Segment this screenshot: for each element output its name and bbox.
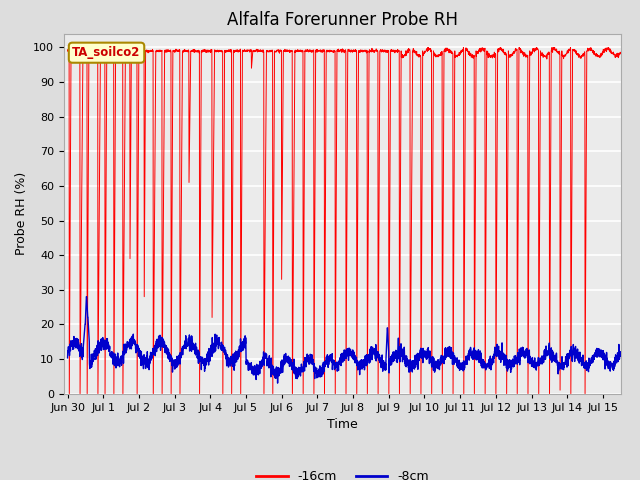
Y-axis label: Probe RH (%): Probe RH (%)	[15, 172, 28, 255]
X-axis label: Time: Time	[327, 418, 358, 431]
Title: Alfalfa Forerunner Probe RH: Alfalfa Forerunner Probe RH	[227, 11, 458, 29]
Legend: -16cm, -8cm: -16cm, -8cm	[252, 465, 433, 480]
Text: TA_soilco2: TA_soilco2	[72, 46, 141, 59]
